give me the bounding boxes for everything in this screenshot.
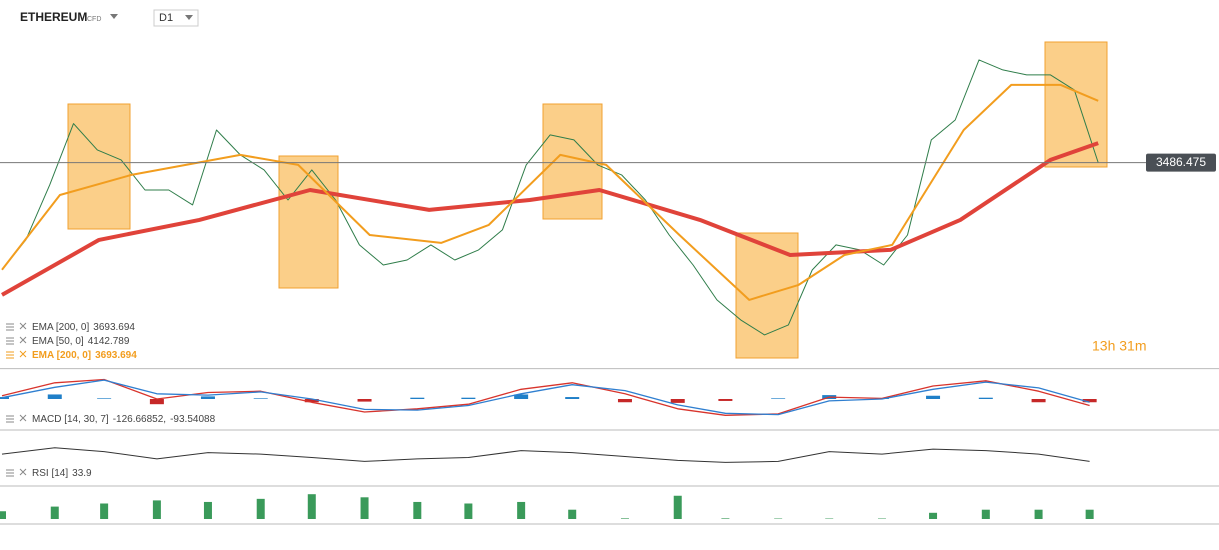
volume-bar: [1034, 509, 1043, 519]
legend-name: EMA [50, 0]: [32, 336, 84, 347]
volume-bar: [464, 503, 473, 519]
legend-value: 33.9: [72, 468, 92, 479]
instrument-type: CFD: [87, 16, 101, 23]
symbol[interactable]: ETHEREUM: [20, 10, 87, 24]
histogram-bar: [670, 399, 685, 403]
volume-bar: [413, 501, 422, 519]
legend-value: 3693.694: [95, 350, 137, 361]
volume-bar: [517, 501, 526, 519]
legend-name: RSI [14]: [32, 468, 68, 479]
legend-entry: EMA [200, 0] 3693.694: [32, 350, 137, 361]
legend-icon[interactable]: [6, 322, 27, 331]
volume-bar: [100, 503, 109, 519]
legend-icon[interactable]: [6, 414, 27, 423]
volume-bar: [1085, 509, 1094, 519]
legend-entry: EMA [200, 0] 3693.694: [32, 322, 135, 333]
legend-value: -126.66852,: [113, 414, 166, 425]
symbol-dropdown[interactable]: [110, 14, 118, 19]
histogram-bar: [718, 399, 733, 401]
timeframe-dropdown[interactable]: [185, 15, 193, 20]
histogram-bar: [357, 399, 372, 402]
volume-bar: [981, 509, 990, 519]
histogram-bar: [149, 399, 164, 405]
legend: EMA [200, 0] 3693.694 EMA [50, 0] 4142.789…: [6, 322, 216, 479]
series-line: [1, 379, 1090, 416]
legend-icon[interactable]: [6, 350, 27, 359]
timeframe-select[interactable]: [153, 9, 199, 27]
volume-bar: [256, 498, 265, 519]
series-line: [1, 141, 1099, 297]
labels: 3486.475: [1146, 153, 1216, 172]
volume-bar: [568, 509, 577, 519]
last-price-box: [1146, 153, 1216, 172]
timeframe[interactable]: D1: [159, 12, 173, 24]
histogram-bar: [1031, 399, 1046, 403]
legend-name: EMA [200, 0]: [32, 322, 89, 333]
series-line: [1, 59, 1099, 336]
volume-bar: [620, 518, 629, 519]
highlight-box: [1044, 41, 1108, 168]
highlight-box: [67, 103, 131, 230]
legend-entry: RSI [14] 33.9: [32, 468, 92, 479]
volume-bar: [0, 511, 6, 519]
legend-icon[interactable]: [6, 468, 27, 477]
marks: [0, 59, 1146, 519]
volume-bar: [50, 506, 59, 519]
candle-timer: 13h 31m: [1092, 338, 1146, 354]
histogram-bar: [0, 397, 9, 399]
legend-entry: EMA [50, 0] 4142.789: [32, 336, 130, 347]
volume-bar: [673, 495, 682, 519]
volume-bar: [360, 497, 369, 519]
volume-bar: [307, 494, 316, 519]
volume-bar: [929, 512, 938, 519]
volume-bar: [721, 518, 730, 519]
legend-icon[interactable]: [6, 336, 27, 345]
legend-name: EMA [200, 0]: [32, 350, 91, 361]
legend-entry: MACD [14, 30, 7] -126.66852, -93.54088: [32, 414, 216, 425]
legend-value: 3693.694: [93, 322, 135, 333]
histogram-bar: [97, 398, 112, 399]
highlight-boxes: [67, 41, 1108, 359]
highlight-box: [278, 155, 339, 289]
histogram-bar: [410, 397, 425, 399]
histogram-bar: [304, 399, 319, 403]
histogram-bar: [253, 398, 268, 399]
legend-value: 4142.789: [88, 336, 130, 347]
volume-bar: [203, 501, 212, 519]
histogram-bar: [1082, 399, 1097, 403]
histogram-bar: [565, 397, 580, 399]
legend-name: MACD [14, 30, 7]: [32, 414, 109, 425]
legend-value: -93.54088: [170, 414, 215, 425]
volume-bar: [152, 500, 161, 519]
histogram-bar: [771, 398, 786, 399]
series-line: [1, 378, 1090, 416]
histogram-bar: [926, 395, 941, 399]
histogram-bar: [461, 397, 476, 399]
histogram-bar: [617, 399, 632, 403]
series-line: [1, 83, 1099, 301]
histogram-bar: [514, 394, 529, 399]
last-price-label: 3486.475: [1156, 155, 1206, 169]
histogram-bar: [200, 396, 215, 399]
histogram-bar: [47, 394, 62, 399]
histogram-bar: [978, 397, 993, 399]
series-line: [1, 447, 1090, 463]
